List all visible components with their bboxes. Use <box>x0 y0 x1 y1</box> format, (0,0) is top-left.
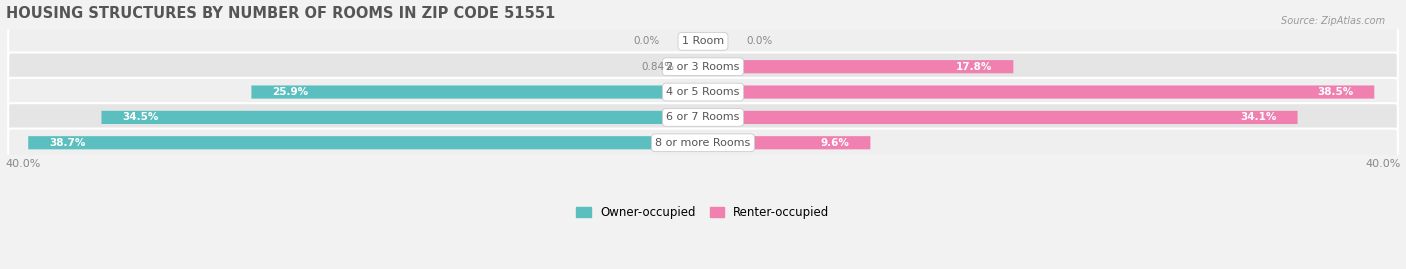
Text: 6 or 7 Rooms: 6 or 7 Rooms <box>666 112 740 122</box>
Legend: Owner-occupied, Renter-occupied: Owner-occupied, Renter-occupied <box>576 206 830 219</box>
FancyBboxPatch shape <box>101 111 703 124</box>
FancyBboxPatch shape <box>8 103 1398 132</box>
Text: Source: ZipAtlas.com: Source: ZipAtlas.com <box>1281 16 1385 26</box>
FancyBboxPatch shape <box>703 111 1298 124</box>
Text: 1 Room: 1 Room <box>682 36 724 46</box>
Text: 40.0%: 40.0% <box>6 159 41 169</box>
Text: 0.0%: 0.0% <box>633 36 659 46</box>
FancyBboxPatch shape <box>689 60 703 73</box>
FancyBboxPatch shape <box>8 78 1398 106</box>
FancyBboxPatch shape <box>8 129 1398 157</box>
Text: 0.84%: 0.84% <box>641 62 675 72</box>
FancyBboxPatch shape <box>703 136 870 149</box>
Text: HOUSING STRUCTURES BY NUMBER OF ROOMS IN ZIP CODE 51551: HOUSING STRUCTURES BY NUMBER OF ROOMS IN… <box>6 6 555 20</box>
Text: 8 or more Rooms: 8 or more Rooms <box>655 138 751 148</box>
FancyBboxPatch shape <box>252 86 703 99</box>
FancyBboxPatch shape <box>703 60 1014 73</box>
Text: 34.1%: 34.1% <box>1240 112 1277 122</box>
FancyBboxPatch shape <box>8 27 1398 55</box>
FancyBboxPatch shape <box>703 86 1374 99</box>
Text: 38.5%: 38.5% <box>1317 87 1354 97</box>
Text: 17.8%: 17.8% <box>956 62 993 72</box>
Text: 4 or 5 Rooms: 4 or 5 Rooms <box>666 87 740 97</box>
Text: 40.0%: 40.0% <box>1365 159 1400 169</box>
Text: 9.6%: 9.6% <box>821 138 849 148</box>
Text: 2 or 3 Rooms: 2 or 3 Rooms <box>666 62 740 72</box>
FancyBboxPatch shape <box>703 35 724 48</box>
Text: 38.7%: 38.7% <box>49 138 86 148</box>
Text: 25.9%: 25.9% <box>273 87 308 97</box>
FancyBboxPatch shape <box>682 35 703 48</box>
FancyBboxPatch shape <box>28 136 703 149</box>
Text: 0.0%: 0.0% <box>747 36 773 46</box>
Text: 34.5%: 34.5% <box>122 112 159 122</box>
FancyBboxPatch shape <box>8 52 1398 81</box>
